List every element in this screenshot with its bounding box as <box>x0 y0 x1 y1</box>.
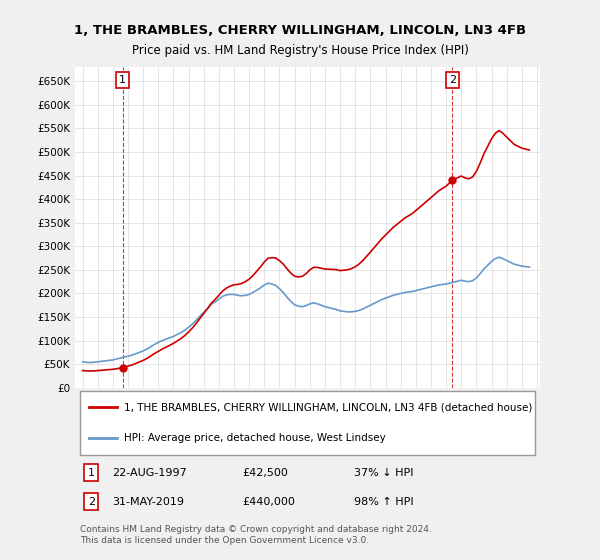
Text: 98% ↑ HPI: 98% ↑ HPI <box>354 497 413 506</box>
Text: HPI: Average price, detached house, West Lindsey: HPI: Average price, detached house, West… <box>124 433 386 444</box>
Text: 1, THE BRAMBLES, CHERRY WILLINGHAM, LINCOLN, LN3 4FB: 1, THE BRAMBLES, CHERRY WILLINGHAM, LINC… <box>74 24 526 38</box>
Text: 2: 2 <box>88 497 95 506</box>
Text: 1, THE BRAMBLES, CHERRY WILLINGHAM, LINCOLN, LN3 4FB (detached house): 1, THE BRAMBLES, CHERRY WILLINGHAM, LINC… <box>124 403 532 413</box>
Text: 2: 2 <box>449 75 456 85</box>
Text: £440,000: £440,000 <box>242 497 295 506</box>
Text: 31-MAY-2019: 31-MAY-2019 <box>112 497 184 506</box>
Text: Price paid vs. HM Land Registry's House Price Index (HPI): Price paid vs. HM Land Registry's House … <box>131 44 469 57</box>
Text: 22-AUG-1997: 22-AUG-1997 <box>112 468 187 478</box>
Text: Contains HM Land Registry data © Crown copyright and database right 2024.
This d: Contains HM Land Registry data © Crown c… <box>80 525 431 545</box>
Text: 1: 1 <box>119 75 126 85</box>
Text: 37% ↓ HPI: 37% ↓ HPI <box>354 468 413 478</box>
Text: 1: 1 <box>88 468 95 478</box>
Text: £42,500: £42,500 <box>242 468 288 478</box>
FancyBboxPatch shape <box>80 391 535 455</box>
